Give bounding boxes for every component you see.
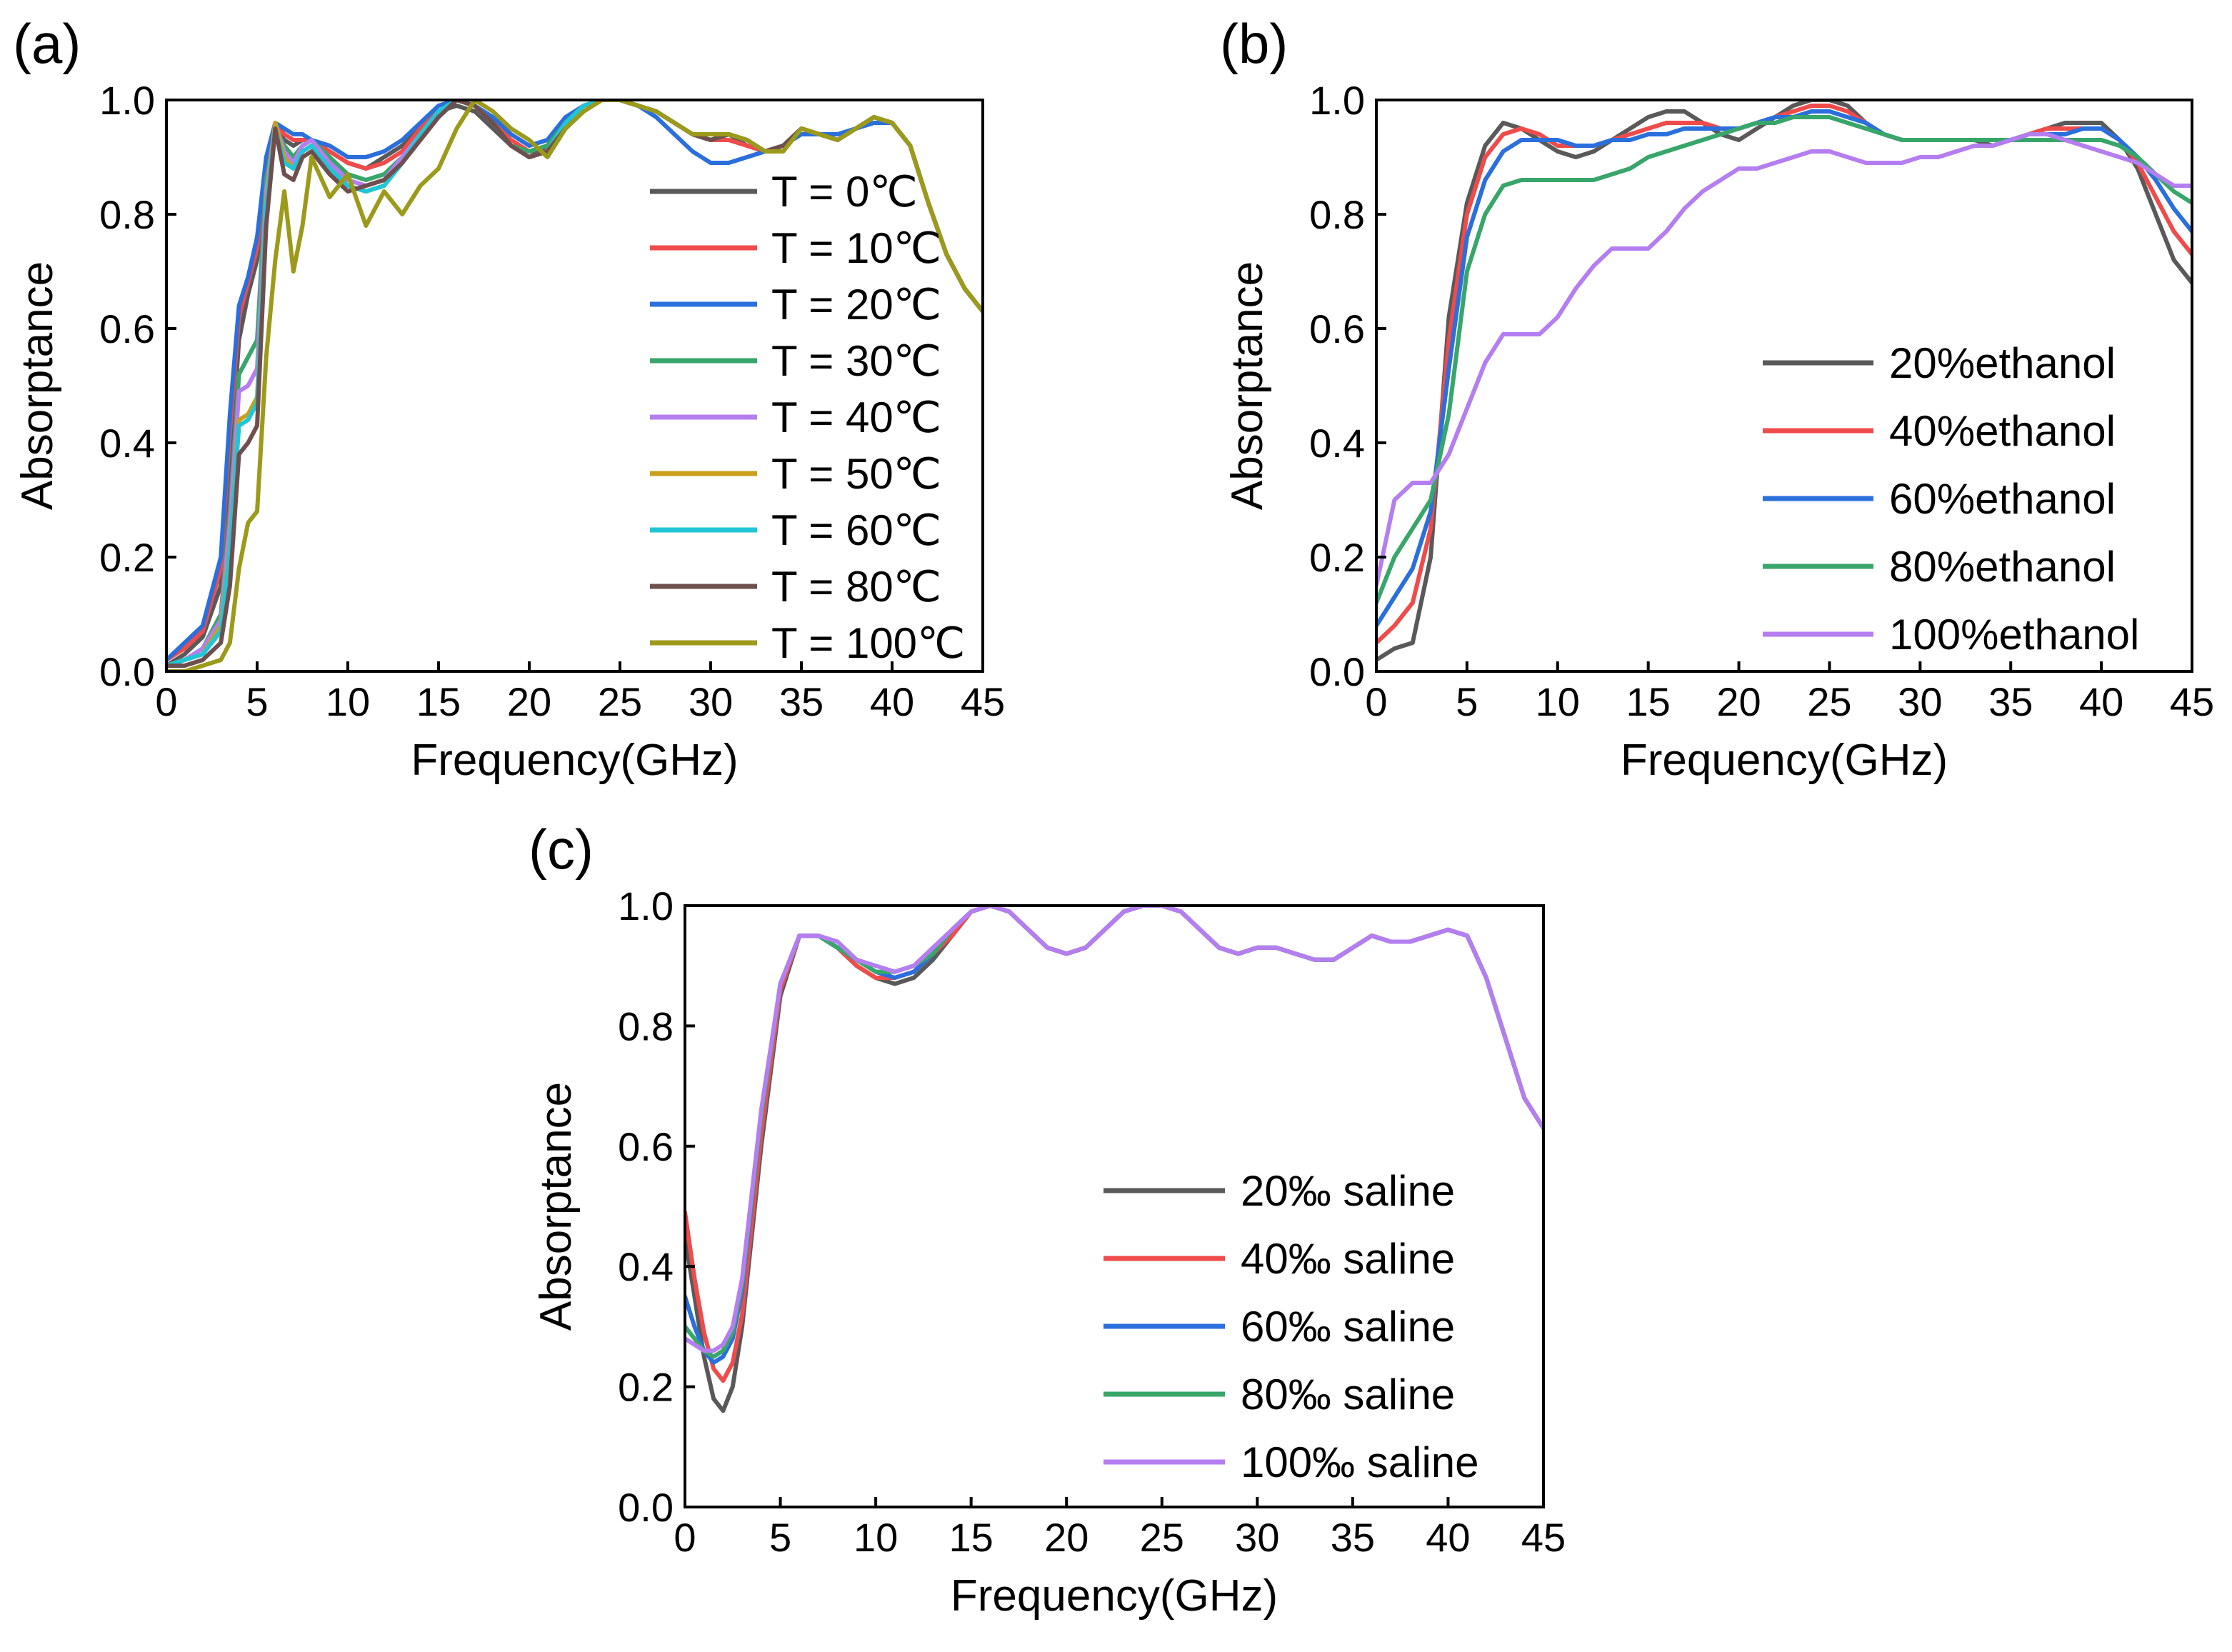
- x-tick-label: 5: [246, 679, 268, 724]
- series-line-3: [685, 906, 1543, 1365]
- series-line-4: [1376, 115, 2192, 605]
- legend-label: T = 10℃: [771, 224, 941, 272]
- legend-label: T = 20℃: [771, 281, 941, 329]
- x-tick-label: 5: [1456, 679, 1478, 724]
- series-line-5: [685, 906, 1543, 1353]
- x-tick-label: 5: [769, 1515, 791, 1560]
- series-line-9: [166, 100, 983, 671]
- legend-label: T = 50℃: [771, 450, 941, 498]
- x-tick-label: 20: [507, 679, 551, 724]
- y-axis-title: Absorptance: [13, 261, 62, 510]
- x-tick-label: 10: [1536, 679, 1580, 724]
- legend-label: 40‰ saline: [1241, 1235, 1455, 1283]
- y-tick-label: 0.2: [618, 1365, 674, 1410]
- x-tick-label: 40: [2079, 679, 2123, 724]
- x-tick-label: 10: [854, 1515, 898, 1560]
- y-tick-label: 0.4: [99, 421, 155, 466]
- y-tick-label: 0.8: [618, 1003, 674, 1048]
- x-tick-label: 45: [961, 679, 1005, 724]
- x-axis-title: Frequency(GHz): [1621, 736, 1948, 785]
- panel-b: (b) 0 5 10 15 20 25 30 35 40 45 0.0 0.2 0.4 0.6 0.8 1.0 F…: [1220, 12, 2214, 785]
- y-tick-label: 0.6: [1309, 306, 1365, 351]
- y-tick-label: 1.0: [1309, 78, 1365, 123]
- y-tick-label: 0.6: [618, 1124, 674, 1169]
- legend-label: 20%ethanol: [1889, 339, 2116, 387]
- x-tick-label: 40: [1426, 1515, 1470, 1560]
- x-tick-label: 35: [1988, 679, 2033, 724]
- x-tick-label: 30: [1898, 679, 1942, 724]
- panel-label: (b): [1220, 12, 1288, 75]
- panel-label: (a): [13, 12, 81, 75]
- legend-label: 60%ethanol: [1889, 475, 2116, 523]
- panel-label: (c): [529, 818, 594, 881]
- x-tick-label: 30: [1235, 1515, 1279, 1560]
- series-line-3: [166, 100, 983, 662]
- x-tick-label: 25: [1140, 1515, 1184, 1560]
- y-tick-label: 0.8: [99, 192, 155, 237]
- x-tick-label: 25: [598, 679, 642, 724]
- x-tick-label: 20: [1716, 679, 1761, 724]
- panel-c: (c) 0 5 10 15 20 25 30 35 40 45 0.0 0.2 0.4 0.6 0.8 1.0 F…: [529, 818, 1566, 1621]
- y-axis-title: Absorptance: [1223, 261, 1272, 510]
- y-tick-label: 0.6: [99, 306, 155, 351]
- series-line-2: [1376, 104, 2192, 645]
- series-line-3: [1376, 109, 2192, 628]
- plot-frame: [165, 99, 984, 673]
- legend-label: T = 40℃: [771, 394, 941, 441]
- legend-label: 80‰ saline: [1241, 1371, 1455, 1418]
- y-tick-label: 0.0: [99, 649, 155, 694]
- legend-label: T = 30℃: [771, 337, 941, 385]
- legend-label: 20‰ saline: [1241, 1167, 1455, 1215]
- x-tick-label: 0: [1365, 679, 1387, 724]
- legend-label: T = 60℃: [771, 506, 941, 554]
- y-tick-label: 0.0: [618, 1485, 674, 1530]
- y-tick-label: 1.0: [99, 78, 155, 123]
- x-tick-label: 15: [1626, 679, 1671, 724]
- x-tick-label: 40: [870, 679, 914, 724]
- x-tick-label: 35: [779, 679, 824, 724]
- y-tick-label: 0.0: [1309, 649, 1365, 694]
- legend-label: T = 0℃: [771, 168, 918, 216]
- y-tick-label: 0.2: [99, 535, 155, 580]
- x-tick-label: 30: [689, 679, 733, 724]
- legend-label: 100%ethanol: [1889, 611, 2139, 659]
- x-tick-label: 0: [674, 1515, 696, 1560]
- x-tick-label: 45: [1521, 1515, 1566, 1560]
- legend-label: 40%ethanol: [1889, 407, 2116, 455]
- y-tick-label: 0.2: [1309, 535, 1365, 580]
- legend-label: T = 80℃: [771, 563, 941, 611]
- y-tick-label: 0.4: [1309, 421, 1365, 466]
- x-tick-label: 35: [1331, 1515, 1375, 1560]
- x-tick-label: 25: [1807, 679, 1851, 724]
- legend-label: 60‰ saline: [1241, 1303, 1455, 1351]
- x-tick-label: 15: [949, 1515, 994, 1560]
- x-tick-label: 15: [416, 679, 461, 724]
- legend-label: T = 100℃: [771, 619, 965, 667]
- legend-label: 100‰ saline: [1241, 1438, 1479, 1486]
- series-line-1: [1376, 100, 2192, 662]
- y-axis-title: Absorptance: [531, 1082, 581, 1331]
- series-line-4: [685, 906, 1543, 1359]
- y-tick-label: 0.4: [618, 1244, 674, 1289]
- y-tick-label: 1.0: [618, 883, 674, 928]
- series-line-5: [1376, 132, 2192, 588]
- x-tick-label: 0: [155, 679, 177, 724]
- plot-frame: [1375, 99, 2193, 673]
- y-tick-label: 0.8: [1309, 192, 1365, 237]
- x-axis-title: Frequency(GHz): [951, 1571, 1278, 1621]
- x-axis-title: Frequency(GHz): [411, 736, 738, 785]
- legend-label: 80%ethanol: [1889, 543, 2116, 591]
- x-tick-label: 10: [326, 679, 370, 724]
- panel-a: (a) 0 5 10 15 20 25 30 35 40 45 0.0 0.2 0.4 0.6 0.8 1.0 F…: [13, 12, 1005, 785]
- plot-frame: [684, 904, 1545, 1508]
- x-tick-label: 45: [2170, 679, 2214, 724]
- x-tick-label: 20: [1044, 1515, 1089, 1560]
